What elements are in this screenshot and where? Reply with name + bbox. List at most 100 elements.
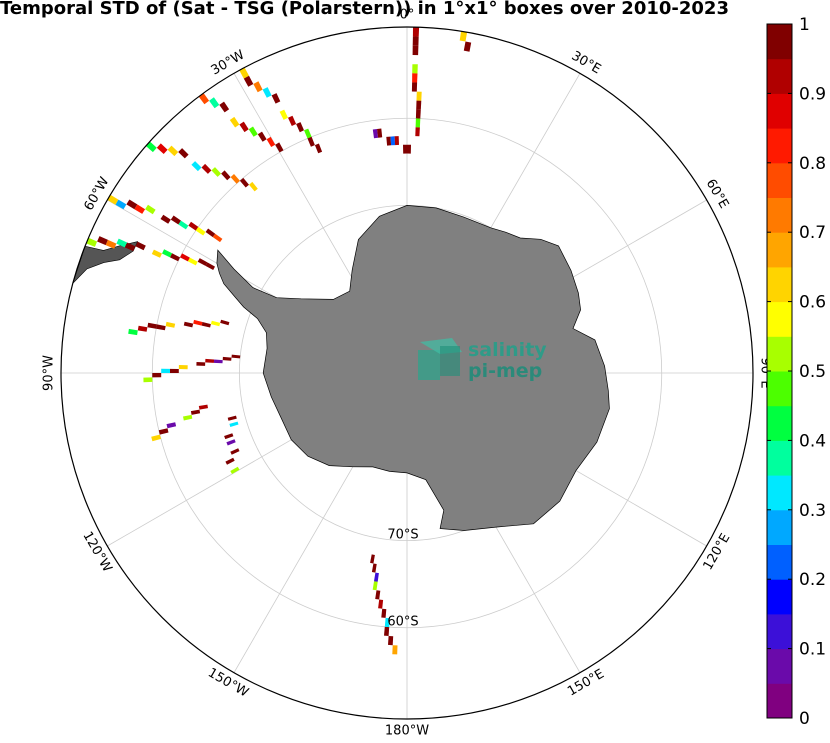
data-cell bbox=[151, 434, 161, 442]
data-cell bbox=[227, 415, 237, 421]
data-cell bbox=[134, 204, 146, 214]
data-cell bbox=[370, 554, 375, 564]
data-cell bbox=[137, 325, 148, 332]
data-cell bbox=[198, 93, 210, 105]
data-cell bbox=[386, 136, 392, 146]
data-cell bbox=[230, 466, 240, 474]
colorbar-segment bbox=[767, 613, 792, 650]
data-cell bbox=[183, 321, 194, 328]
data-cell bbox=[196, 362, 206, 366]
data-cell bbox=[416, 91, 422, 101]
data-cell bbox=[170, 215, 181, 225]
map-frame bbox=[60, 26, 754, 720]
colorbar-segment bbox=[767, 336, 792, 372]
data-cell bbox=[375, 590, 381, 600]
data-cell bbox=[275, 142, 284, 153]
meridian-label: 120°W bbox=[79, 529, 114, 575]
data-cell bbox=[205, 228, 216, 238]
colorbar-tick-label: 0.4 bbox=[799, 431, 826, 451]
data-cell bbox=[415, 127, 420, 137]
meridian-label: 60°E bbox=[703, 177, 732, 212]
data-cell bbox=[243, 75, 254, 87]
colorbar-segment bbox=[767, 24, 792, 60]
colorbar-segment bbox=[767, 648, 792, 684]
data-cell bbox=[145, 141, 157, 153]
data-cell bbox=[412, 45, 419, 56]
data-cell bbox=[205, 262, 215, 270]
data-cell bbox=[231, 354, 241, 359]
meridian-label: 60°W bbox=[82, 175, 113, 214]
colorbar-segment bbox=[767, 128, 792, 164]
data-cell bbox=[412, 64, 418, 74]
colorbar-segment bbox=[767, 58, 792, 94]
colorbar-tick-label: 0.5 bbox=[799, 362, 826, 382]
data-cell bbox=[177, 85, 189, 97]
data-cell bbox=[266, 136, 276, 147]
logo-mark bbox=[418, 338, 462, 380]
data-cell bbox=[170, 368, 179, 373]
data-cell bbox=[229, 116, 240, 128]
data-cell bbox=[205, 358, 215, 363]
data-cells bbox=[76, 0, 472, 655]
data-cell bbox=[198, 404, 208, 410]
data-cell bbox=[446, 0, 454, 1]
data-cell bbox=[201, 322, 211, 328]
data-cell bbox=[126, 199, 138, 210]
data-cell bbox=[165, 321, 176, 328]
data-cell bbox=[111, 137, 124, 149]
data-cell bbox=[392, 645, 398, 655]
data-cell bbox=[211, 167, 222, 177]
meridian-label: 120°E bbox=[701, 531, 734, 573]
data-cell bbox=[239, 121, 249, 133]
data-cell bbox=[279, 109, 288, 120]
data-cell bbox=[372, 129, 379, 139]
data-cell bbox=[145, 204, 156, 215]
colorbar-segment bbox=[767, 301, 792, 337]
parallel-label: 70°S bbox=[387, 528, 418, 543]
colorbar-segment bbox=[767, 683, 792, 719]
data-cell bbox=[230, 448, 240, 455]
data-cell bbox=[377, 128, 383, 138]
land-layer bbox=[72, 205, 610, 531]
data-cell bbox=[167, 145, 179, 157]
south-america bbox=[72, 241, 139, 284]
data-cell bbox=[97, 236, 108, 246]
data-cell bbox=[147, 322, 157, 329]
colorbar-segment bbox=[767, 544, 792, 580]
data-cell bbox=[158, 428, 169, 435]
data-cell bbox=[105, 239, 117, 249]
data-cell bbox=[220, 319, 230, 326]
data-cell bbox=[288, 115, 297, 126]
map-title: Temporal STD of (Sat - TSG (Polarstern))… bbox=[0, 0, 729, 19]
meridian-label: 150°E bbox=[565, 667, 607, 700]
data-cell bbox=[195, 226, 206, 236]
data-cell bbox=[411, 82, 418, 92]
meridian-label: 0° bbox=[400, 8, 415, 23]
data-cell bbox=[151, 249, 162, 258]
colorbar-tick-label: 0 bbox=[799, 709, 810, 729]
data-cell bbox=[187, 257, 198, 266]
colorbar-segment bbox=[767, 93, 792, 129]
data-cell bbox=[403, 144, 407, 154]
data-cell bbox=[212, 233, 223, 243]
data-cell bbox=[314, 143, 323, 154]
colorbar-tick-label: 0.1 bbox=[799, 640, 826, 660]
data-cell bbox=[160, 214, 171, 224]
meridian-label: 180°W bbox=[385, 724, 429, 739]
data-cell bbox=[134, 139, 146, 151]
data-cell bbox=[463, 41, 472, 52]
data-cell bbox=[123, 138, 135, 150]
data-cell bbox=[180, 253, 190, 262]
data-cell bbox=[107, 194, 119, 205]
colorbar-segment bbox=[767, 405, 792, 441]
data-cell bbox=[225, 457, 235, 465]
data-cell bbox=[178, 220, 189, 230]
data-cell bbox=[412, 27, 420, 37]
data-cell bbox=[201, 163, 212, 174]
data-cell bbox=[384, 626, 390, 636]
data-cell bbox=[394, 136, 399, 146]
data-cell bbox=[86, 237, 98, 247]
data-cell bbox=[307, 136, 315, 147]
colorbar-tick-label: 1 bbox=[799, 15, 810, 35]
